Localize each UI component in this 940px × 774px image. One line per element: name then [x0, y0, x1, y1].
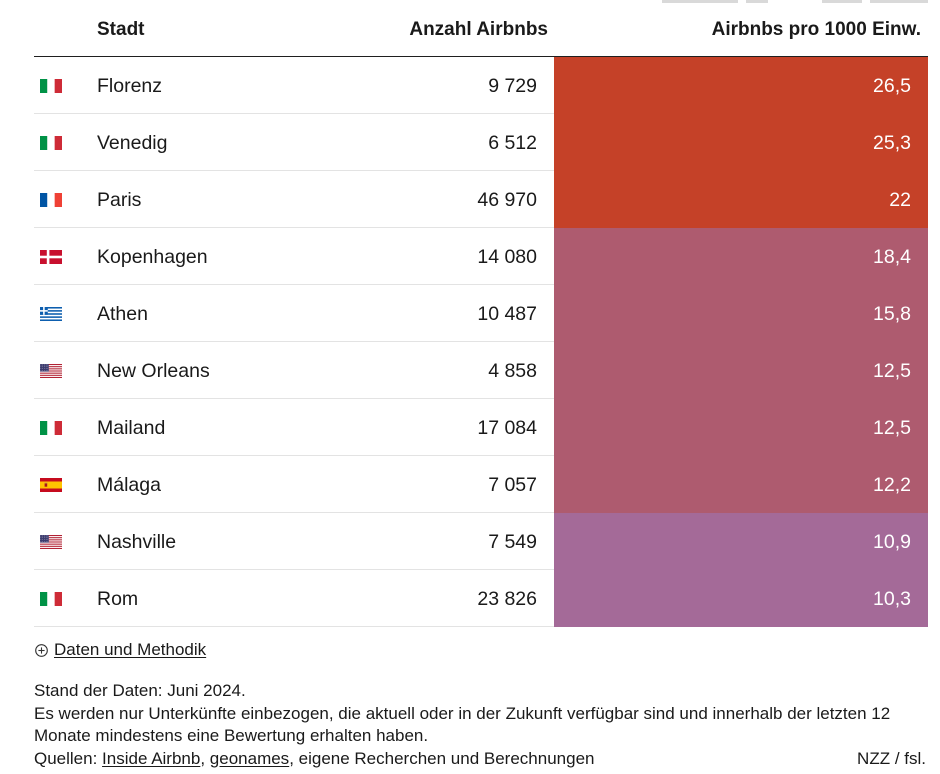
methodology-toggle-label[interactable]: Daten und Methodik [54, 640, 207, 659]
airbnbs-per-1000-cell: 12,5 [554, 399, 928, 456]
airbnbs-per-1000-cell: 18,4 [554, 228, 928, 285]
flag-column-header [34, 0, 97, 56]
flag-cell [34, 456, 97, 513]
data-date-note: Stand der Daten: Juni 2024. [34, 681, 246, 700]
airbnbs-per-1000-cell: 22 [554, 171, 928, 228]
sources-prefix: Quellen: [34, 748, 103, 768]
flag-greece-icon [40, 307, 62, 321]
airbnb-count-cell: 4 858 [354, 342, 554, 399]
table-row: Athen 10 487 15,8 [34, 285, 928, 342]
airbnb-count-cell: 6 512 [354, 114, 554, 171]
flag-cell [34, 114, 97, 171]
table-row: Kopenhagen 14 080 18,4 [34, 228, 928, 285]
table-row: Venedig 6 512 25,3 [34, 114, 928, 171]
credit: NZZ / fsl. [857, 748, 926, 768]
city-cell: Venedig [97, 114, 354, 171]
city-cell: Rom [97, 570, 354, 627]
airbnb-count-cell: 7 057 [354, 456, 554, 513]
table-row: Rom 23 826 10,3 [34, 570, 928, 627]
flag-cell [34, 342, 97, 399]
flag-italy-icon [40, 421, 62, 435]
city-cell: Paris [97, 171, 354, 228]
city-cell: Athen [97, 285, 354, 342]
table-header: Stadt Anzahl Airbnbs Airbnbs pro 1000 Ei… [34, 0, 928, 57]
table-body: Florenz 9 729 26,5 Venedig 6 512 25,3 Paris 46 … [34, 57, 928, 627]
flag-cell [34, 285, 97, 342]
flag-usa-icon [40, 535, 62, 549]
airbnb-count-cell: 23 826 [354, 570, 554, 627]
airbnbs-per-1000-cell: 25,3 [554, 114, 928, 171]
flag-cell [34, 171, 97, 228]
column-header-airbnbs-per-1000: Airbnbs pro 1000 Einw. [711, 19, 921, 40]
airbnbs-per-1000-cell: 12,5 [554, 342, 928, 399]
airbnb-count-cell: 14 080 [354, 228, 554, 285]
flag-spain-icon [40, 478, 62, 492]
flag-usa-icon [40, 364, 62, 378]
column-header-airbnb-count: Anzahl Airbnbs [409, 19, 548, 40]
sources-text: Quellen: Inside Airbnb, geonames, eigene… [34, 748, 594, 771]
footnotes: Stand der Daten: Juni 2024. Es werden nu… [34, 680, 928, 770]
city-cell: New Orleans [97, 342, 354, 399]
airbnbs-per-1000-cell: 10,9 [554, 513, 928, 570]
airbnb-count-cell: 7 549 [354, 513, 554, 570]
cropped-control-edge [870, 0, 928, 3]
source-link-inside-airbnb[interactable]: Inside Airbnb [102, 748, 201, 768]
airbnbs-per-1000-cell: 10,3 [554, 570, 928, 627]
note-line: Monate mindestens eine Bewertung erhalte… [34, 726, 429, 745]
flag-france-icon [40, 193, 62, 207]
table-row: Nashville 7 549 10,9 [34, 513, 928, 570]
airbnbs-per-1000-cell: 12,2 [554, 456, 928, 513]
cropped-control-edge [822, 0, 862, 3]
airbnb-count-cell: 17 084 [354, 399, 554, 456]
flag-italy-icon [40, 79, 62, 93]
flag-cell [34, 513, 97, 570]
table-row: Paris 46 970 22 [34, 171, 928, 228]
airbnb-count-cell: 9 729 [354, 57, 554, 114]
cropped-control-edge [662, 0, 738, 3]
airbnbs-per-1000-cell: 15,8 [554, 285, 928, 342]
sources-line: Quellen: Inside Airbnb, geonames, eigene… [34, 748, 928, 771]
city-cell: Málaga [97, 456, 354, 513]
airbnbs-per-1000-cell: 26,5 [554, 57, 928, 114]
column-header-city: Stadt [97, 19, 145, 40]
cropped-control-edge [746, 0, 768, 3]
note-line: Es werden nur Unterkünfte einbezogen, di… [34, 703, 891, 723]
city-cell: Florenz [97, 57, 354, 114]
plus-circle-icon [35, 643, 48, 657]
flag-denmark-icon [40, 250, 62, 264]
flag-italy-icon [40, 136, 62, 150]
flag-cell [34, 399, 97, 456]
table-row: New Orleans 4 858 12,5 [34, 342, 928, 399]
flag-italy-icon [40, 592, 62, 606]
sources-suffix: , eigene Recherchen und Berechnungen [289, 748, 595, 768]
table-row: Mailand 17 084 12,5 [34, 399, 928, 456]
methodology-toggle[interactable]: Daten und Methodik [34, 639, 206, 661]
city-cell: Nashville [97, 513, 354, 570]
table-row: Málaga 7 057 12,2 [34, 456, 928, 513]
city-cell: Kopenhagen [97, 228, 354, 285]
source-link-geonames[interactable]: geonames [209, 748, 290, 768]
airbnb-count-cell: 10 487 [354, 285, 554, 342]
airbnb-count-cell: 46 970 [354, 171, 554, 228]
table-row: Florenz 9 729 26,5 [34, 57, 928, 114]
flag-cell [34, 57, 97, 114]
city-cell: Mailand [97, 399, 354, 456]
sources-separator: , [200, 748, 210, 768]
flag-cell [34, 228, 97, 285]
flag-cell [34, 570, 97, 627]
